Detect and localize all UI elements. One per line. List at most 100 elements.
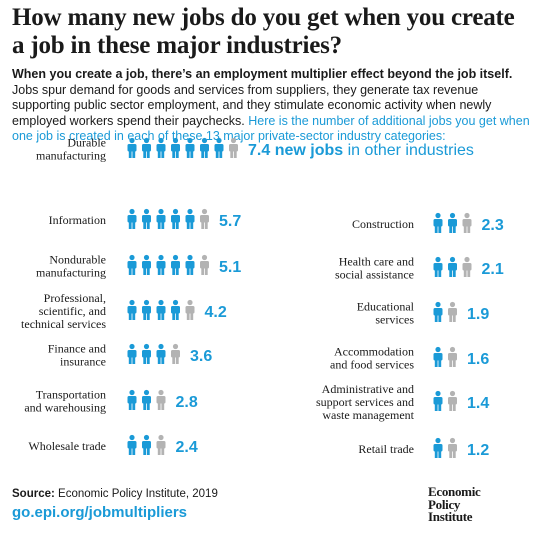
value-label: 2.4 [176,439,198,456]
industry-row: Educational services 1.9 [357,300,490,327]
person-icon [200,137,209,158]
industry-row: Wholesale trade 2.4 [28,434,198,456]
category-label: Educational services [357,300,415,327]
intro-text: When you create a job, there’s an employ… [12,67,532,145]
person-icon [448,212,457,233]
value-label: 7.4 new jobs in other industries [248,142,474,159]
intro-highlight: Here is the number of additional jobs yo… [12,113,530,144]
logo-line-2: Policy [428,496,461,512]
value-label: 1.6 [467,351,489,368]
person-icon [229,137,238,158]
person-icon [448,256,457,277]
source-label: Source: [12,488,55,500]
industry-row: Transportation and warehousing 2.8 [24,388,198,415]
category-label: Nondurable manufacturing [36,253,106,280]
industry-row: Durable manufacturing 7.4 new jobs in othe… [36,136,474,163]
industry-row: Health care and social assistance 2.1 [335,255,504,282]
person-icon [142,343,151,364]
value-label: 2.1 [482,261,504,278]
category-label: Construction [352,217,414,231]
person-icon [142,389,151,410]
person-icon [127,389,137,410]
intro-body: Jobs spur demand for goods and services … [12,82,492,128]
category-label: Durable manufacturing [36,136,106,163]
person-icon [448,437,457,458]
person-icon [142,254,151,275]
category-label: Information [49,213,106,227]
person-icon [214,137,224,158]
person-icon [127,208,137,229]
person-icon [171,208,180,229]
person-icon [156,299,166,320]
person-icon [448,301,457,322]
person-icon [433,256,443,277]
person-icon [142,137,151,158]
person-icon [433,301,443,322]
person-icon [185,299,195,320]
category-label: Finance and insurance [48,342,106,369]
person-icon [127,343,137,364]
category-label: Accommodation and food services [330,345,414,372]
person-icon [433,346,443,367]
person-icon [200,254,209,275]
source-note: Source: Economic Policy Institute, 2019 [12,488,218,500]
intro-lead: When you create a job, there’s an employ… [12,67,513,81]
value-label: 1.2 [467,442,489,459]
person-icon [462,256,472,277]
person-icon [127,137,137,158]
logo-line-1: Economic [428,484,481,499]
person-icon [433,212,443,233]
industry-row: Accommodation and food services 1.6 [330,345,489,372]
person-icon [142,434,151,455]
person-icon [185,137,195,158]
category-label: Transportation and warehousing [24,388,106,415]
industry-row: Nondurable manufacturing 5.1 [36,253,241,280]
person-icon [127,254,137,275]
person-icon [448,390,457,411]
value-label: 2.3 [482,217,504,234]
epi-logo: Economic Policy Institute [428,484,481,524]
category-label: Health care and social assistance [335,255,414,282]
value-label: 1.9 [467,306,489,323]
person-icon [462,212,472,233]
person-icon [142,208,151,229]
person-icon [127,434,137,455]
person-icon [185,254,195,275]
source-text: Economic Policy Institute, 2019 [58,488,218,500]
person-icon [156,434,166,455]
person-icon [185,208,195,229]
category-label: Wholesale trade [28,439,106,453]
person-icon [448,346,457,367]
person-icon [171,254,180,275]
category-label: Administrative and support services and wa… [316,382,415,422]
person-icon [171,137,180,158]
value-label: 1.4 [467,395,489,412]
person-icon [142,299,151,320]
person-icon [200,208,209,229]
person-icon [171,343,180,364]
value-label: 3.6 [190,348,212,365]
value-label: 4.2 [205,304,227,321]
person-icon [171,299,180,320]
person-icon [156,389,166,410]
person-icon [127,299,137,320]
industry-row: Finance and insurance 3.6 [48,342,213,369]
person-icon [433,437,443,458]
chart-title: How many new jobs do you get when you cr… [12,4,515,59]
value-label: 5.7 [219,213,241,230]
category-label: Professional, scientific, and technical se… [21,291,106,331]
logo-line-3: Institute [428,509,473,524]
industry-row: Retail trade 1.2 [358,437,489,459]
person-icon [433,390,443,411]
industry-row: Professional, scientific, and technical se… [21,291,227,331]
person-icon [156,208,166,229]
person-icon [156,343,166,364]
value-label: 5.1 [219,259,241,276]
source-link[interactable]: go.epi.org/jobmultipliers [12,504,188,521]
industry-row: Information 5.7 [49,208,241,230]
value-label: 2.8 [176,394,198,411]
person-icon [156,254,166,275]
industry-row: Administrative and support services and wa… [316,382,489,422]
category-label: Retail trade [358,442,414,456]
